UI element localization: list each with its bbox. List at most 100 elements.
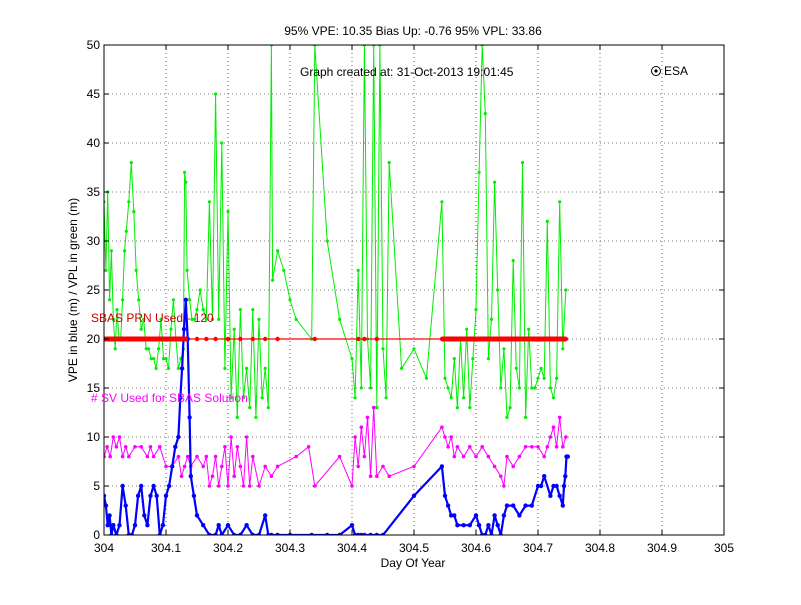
vpe-point [269,532,274,535]
vpl-point [381,347,385,351]
prn-point [362,336,367,342]
vpl-point [183,170,187,174]
vpl-point [121,298,125,302]
sv-point [232,474,236,479]
vpl-point [527,327,531,331]
prn-point [275,336,280,342]
chart-title: 95% VPE: 10.35 Bias Up: -0.76 95% VPL: 3… [284,24,542,38]
sv-point [557,415,562,420]
sv-point [554,445,559,449]
vpl-point [144,347,148,351]
sv-series-line [104,407,567,487]
vpe-point [374,532,379,535]
vpl-point [400,366,404,370]
x-tick-label: 304.8 [585,541,615,555]
sv-point [275,464,280,469]
vpl-point [104,268,108,272]
vpl-point [524,415,528,419]
vpe-point [145,523,150,528]
vpe-point [129,532,135,535]
y-tick-label: 30 [87,234,101,248]
vpe-point [107,513,112,518]
vpe-point [225,523,231,528]
sv-point [210,474,215,479]
vpl-point [152,357,156,361]
vpe-point [337,532,342,535]
vpe-point [105,523,110,528]
sv-point [440,425,444,430]
vpl-point [424,376,428,380]
sv-point [201,464,205,469]
sv-point [247,484,252,488]
vpl-point [489,317,494,321]
sv-point [216,484,221,488]
sv-point [148,445,153,449]
vpl-point [235,415,239,419]
vpe-point [504,503,510,508]
x-tick-label: 304.9 [647,541,677,555]
vpl-point [260,396,264,400]
vpl-point [520,161,525,165]
vpe-point [104,503,109,508]
sv-point [474,454,478,459]
y-tick-label: 45 [87,87,101,101]
sv-point [375,474,379,479]
vpe-point [232,532,237,535]
sv-point [368,474,373,479]
vpe-point [142,513,147,518]
sv-point [220,464,224,469]
vpl-point [192,317,197,321]
sv-point [139,445,143,449]
vpe-point [250,532,255,535]
vpl-point [129,161,133,165]
vpl-point [185,268,189,272]
sv-point [371,405,376,410]
y-tick-label: 0 [93,528,100,542]
vpl-point [149,357,153,361]
vpe-point [244,523,249,528]
vpl-point [517,386,522,390]
sv-point [235,445,240,449]
prn-point [312,336,317,342]
sv-point [179,474,184,479]
vpl-point [109,249,113,253]
logo: ESA [651,64,688,78]
vpl-point [220,141,224,145]
vpe-point [560,503,565,508]
sv-point [195,454,199,459]
vpl-point [502,347,506,351]
vpl-point [166,366,171,370]
y-tick-label: 25 [87,283,101,297]
vpl-point [154,366,158,370]
vpe-point [263,513,268,518]
vpe-point [368,532,373,535]
sv-point [263,464,268,469]
sv-point [387,474,392,479]
sv-point [353,435,357,439]
x-tick-label: 305 [714,541,734,555]
vpe-point [151,483,156,489]
sv-point [499,474,503,479]
vpe-point [179,366,185,371]
sv-point [117,435,122,439]
sv-point [207,484,212,488]
vpe-point [380,532,386,535]
sv-point [542,454,546,459]
sv-point [223,445,227,449]
vpl-point [465,327,469,331]
sv-point [133,445,137,449]
vpl-point [214,92,218,96]
vpe-point [166,483,172,489]
vpe-point [473,513,479,518]
sv-point [182,464,187,469]
vpe-point [111,523,116,528]
created-annotation: Graph created at: 31-Oct-2013 19:01:45 [300,65,514,79]
prn-point [213,336,218,342]
vpe-point [551,483,556,489]
vpe-point [554,483,559,489]
vpe-point [486,523,491,528]
vpe-point [194,513,200,518]
vpl-point [127,200,131,204]
vpl-point [115,308,119,312]
sv-point [123,445,128,449]
